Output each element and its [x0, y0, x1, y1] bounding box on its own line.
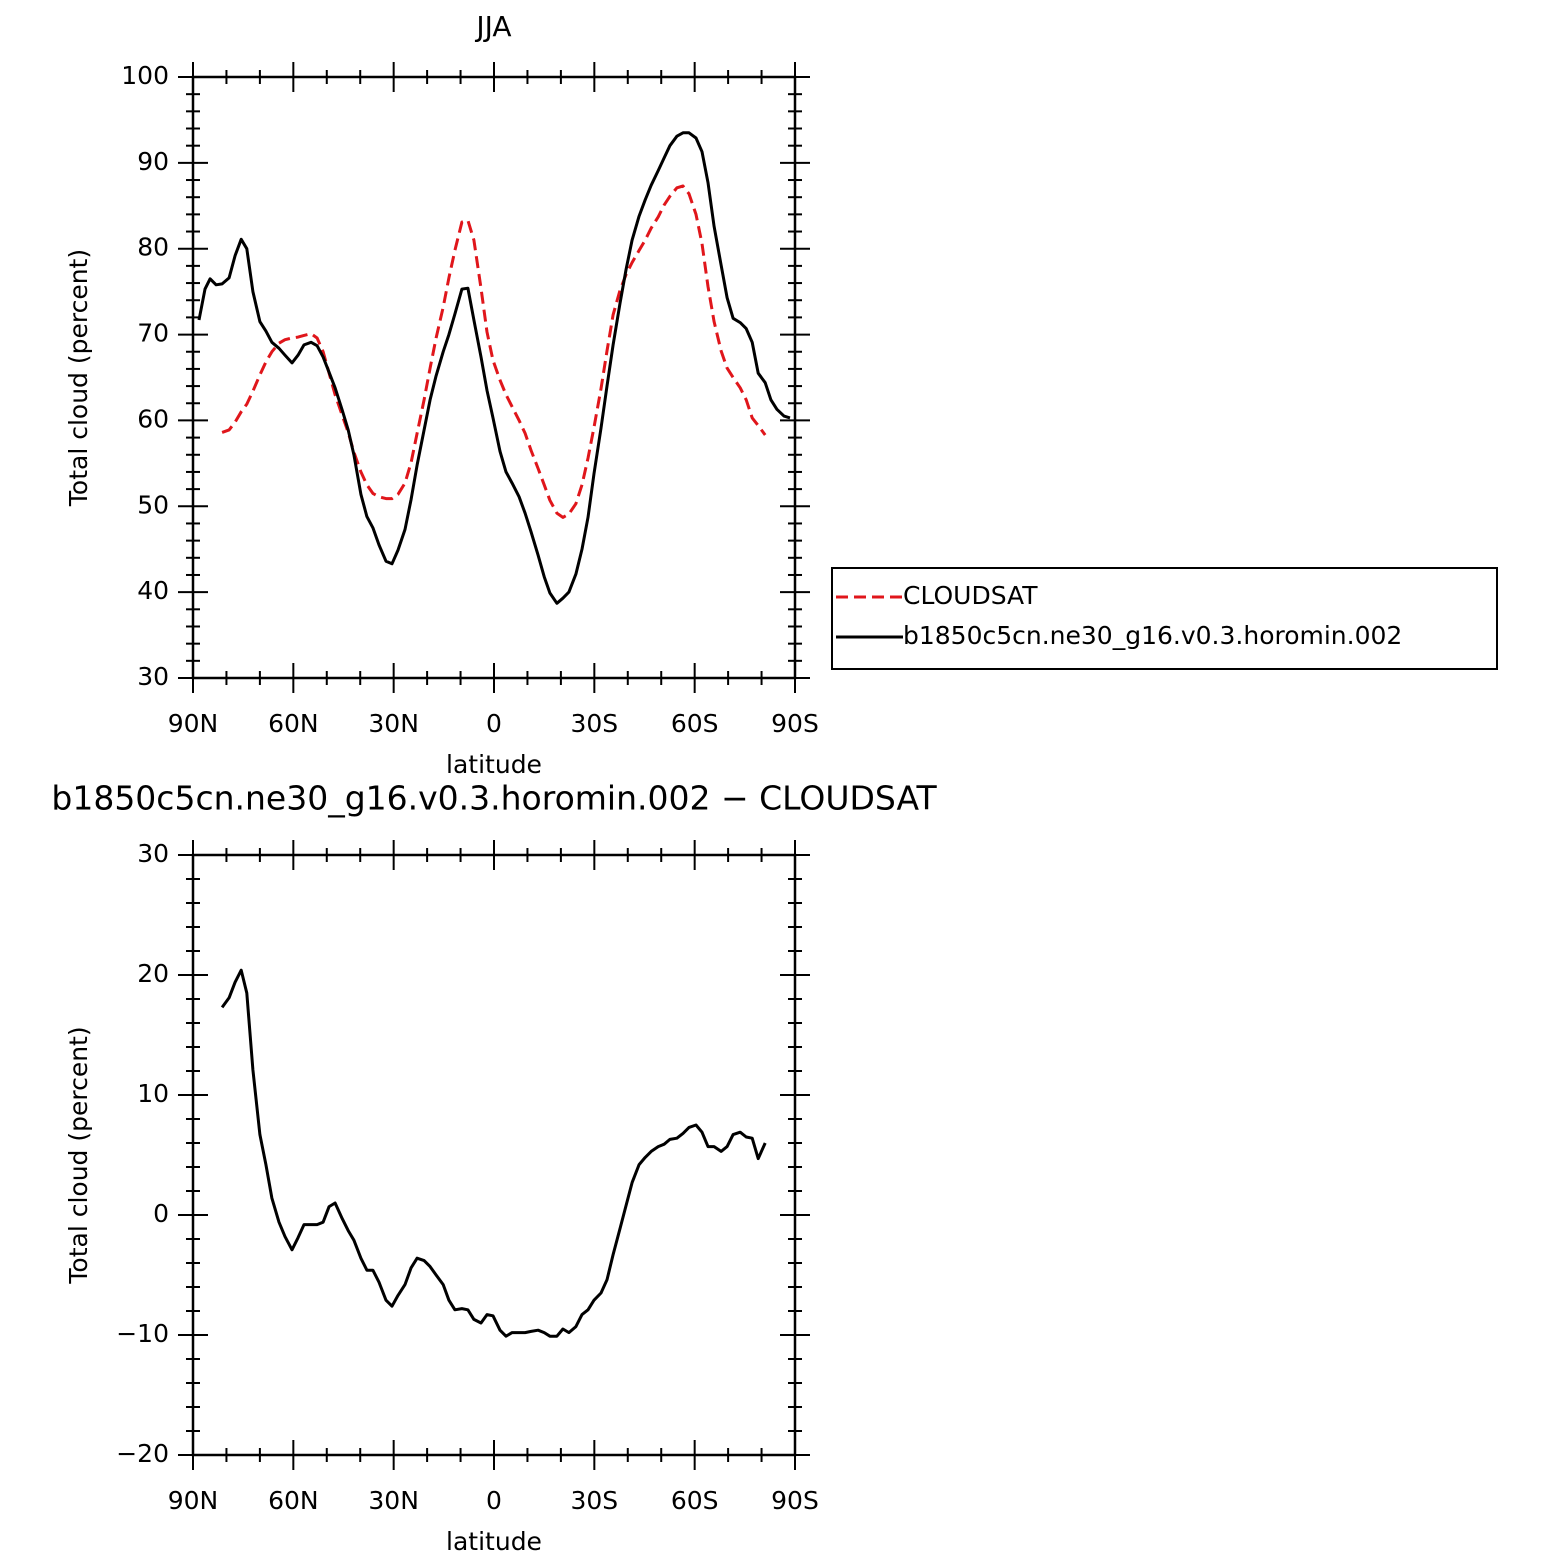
y-tick-label: 0 [153, 1199, 169, 1228]
x-tick-label: 60N [268, 1486, 319, 1515]
plot-frame [191, 853, 797, 1457]
legend-box [831, 567, 1498, 670]
x-tick-label: 90N [168, 1486, 219, 1515]
legend-label: CLOUDSAT [903, 581, 1038, 610]
x-tick-label: 30S [570, 1486, 618, 1515]
x-tick-label: 30N [368, 1486, 419, 1515]
legend-label: b1850c5cn.ne30_g16.v0.3.horomin.002 [903, 621, 1402, 650]
x-tick-label: 0 [486, 1486, 502, 1515]
y-tick-label: 80 [137, 233, 169, 262]
x-tick-label: 60N [268, 709, 319, 738]
plot-frame [191, 75, 797, 680]
x-tick-label: 30N [368, 709, 419, 738]
y-tick-label: 30 [137, 662, 169, 691]
y-tick-label: 40 [137, 576, 169, 605]
y-tick-label: 60 [137, 404, 169, 433]
y-tick-label: −20 [116, 1439, 169, 1468]
x-axis-label: latitude [446, 750, 542, 779]
y-axis-label: Total cloud (percent) [64, 249, 93, 507]
x-tick-label: 90S [771, 709, 819, 738]
chart-title: JJA [474, 10, 511, 43]
y-axis-label: Total cloud (percent) [64, 1026, 93, 1284]
y-tick-label: 10 [137, 1079, 169, 1108]
x-tick-label: 0 [486, 709, 502, 738]
x-tick-label: 60S [671, 709, 719, 738]
x-tick-label: 30S [570, 709, 618, 738]
y-tick-label: 20 [137, 959, 169, 988]
x-tick-label: 90S [771, 1486, 819, 1515]
data-line [220, 968, 767, 1338]
x-tick-label: 90N [168, 709, 219, 738]
y-tick-label: 30 [137, 839, 169, 868]
y-tick-label: −10 [116, 1319, 169, 1348]
x-tick-label: 60S [671, 1486, 719, 1515]
data-line [221, 184, 767, 519]
data-line [197, 131, 791, 605]
y-tick-label: 70 [137, 319, 169, 348]
y-tick-label: 90 [137, 147, 169, 176]
chart-title: b1850c5cn.ne30_g16.v0.3.horomin.002 − CL… [51, 779, 937, 818]
y-tick-label: 50 [137, 490, 169, 519]
y-tick-label: 100 [121, 61, 169, 90]
x-axis-label: latitude [446, 1527, 542, 1556]
